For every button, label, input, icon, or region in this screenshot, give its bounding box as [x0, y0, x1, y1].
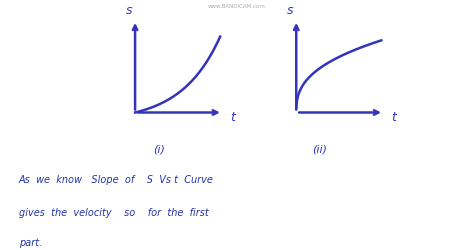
- Text: (ii): (ii): [312, 145, 328, 155]
- Text: s: s: [287, 4, 294, 18]
- Text: www.BANDICAM.com: www.BANDICAM.com: [208, 4, 266, 9]
- Text: s: s: [126, 4, 133, 18]
- Text: gives  the  velocity    so    for  the  first: gives the velocity so for the first: [19, 208, 209, 218]
- Text: As  we  know   Slope  of    S  Vs t  Curve: As we know Slope of S Vs t Curve: [19, 175, 214, 185]
- Text: t: t: [230, 111, 235, 124]
- Text: part.: part.: [19, 238, 42, 248]
- Text: (i): (i): [153, 145, 165, 155]
- Text: t: t: [391, 111, 396, 124]
